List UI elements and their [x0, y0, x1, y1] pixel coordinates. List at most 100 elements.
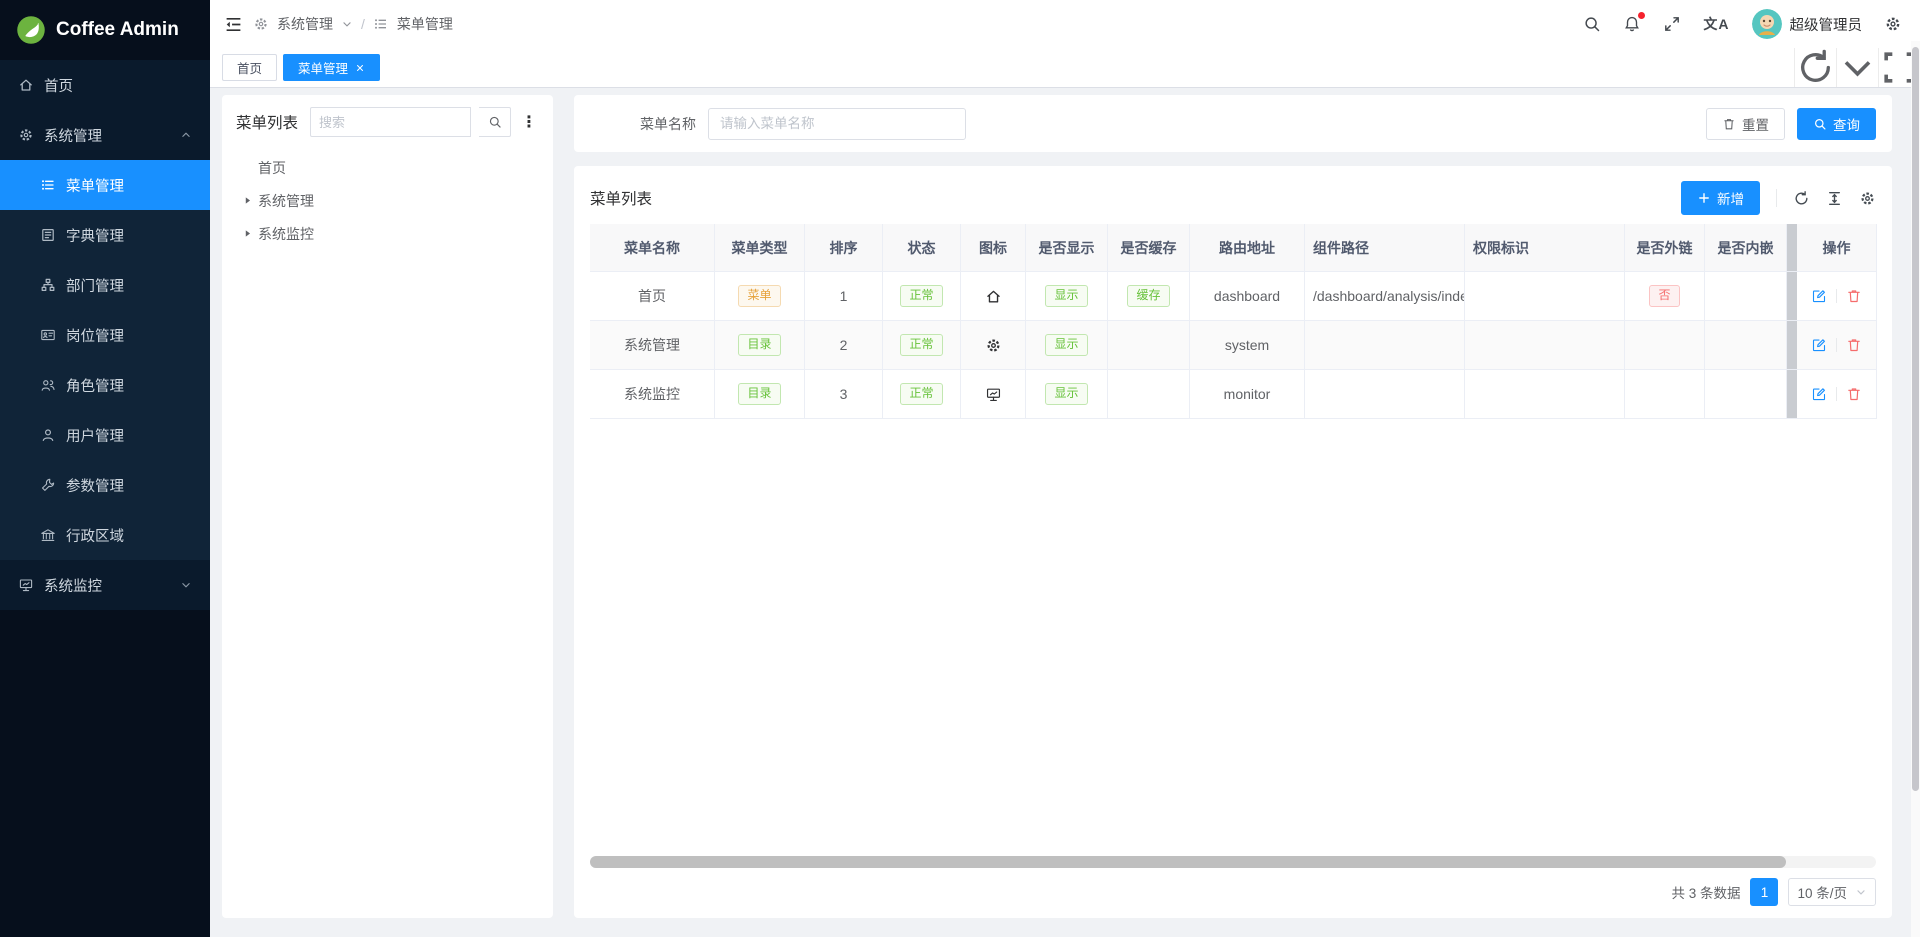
cell-permission — [1465, 272, 1625, 321]
table-scroll-gutter — [1787, 272, 1797, 321]
edit-icon[interactable] — [1811, 337, 1827, 353]
edit-icon[interactable] — [1811, 386, 1827, 402]
tree-search-button[interactable] — [479, 107, 511, 137]
expand-caret-icon[interactable] — [236, 228, 258, 239]
tab-菜单管理[interactable]: 菜单管理 — [283, 54, 381, 81]
cell-external — [1625, 370, 1705, 419]
page-scrollbar-thumb[interactable] — [1912, 47, 1919, 791]
delete-icon[interactable] — [1846, 386, 1862, 402]
tag-success: 正常 — [900, 285, 943, 307]
cell-ops — [1797, 272, 1877, 321]
plus-icon — [1697, 191, 1711, 205]
brand-name: Coffee Admin — [56, 19, 179, 40]
tag-success: 目录 — [738, 383, 781, 405]
expand-caret-icon[interactable] — [236, 195, 258, 206]
search-icon[interactable] — [1583, 15, 1601, 33]
pagination-page-1[interactable]: 1 — [1750, 878, 1779, 906]
tab-首页[interactable]: 首页 — [222, 54, 278, 81]
reset-button[interactable]: 重置 — [1706, 107, 1785, 140]
sidebar-item-部门管理[interactable]: 部门管理 — [0, 260, 210, 310]
column-header-status: 状态 — [883, 224, 961, 272]
menu-fold-icon[interactable] — [224, 15, 243, 34]
bank-icon — [40, 527, 56, 543]
tag-success: 目录 — [738, 334, 781, 356]
main-area: 系统管理 / 菜单管理 文A 超级管理员 — [210, 0, 1920, 937]
tree-search-input[interactable] — [310, 107, 471, 137]
cell-name: 系统管理 — [590, 321, 715, 370]
sidebar-item-字典管理[interactable]: 字典管理 — [0, 210, 210, 260]
tree-node-系统管理[interactable]: 系统管理 — [236, 184, 539, 217]
cell-embedded — [1705, 370, 1787, 419]
filter-label: 菜单名称 — [640, 115, 696, 132]
username: 超级管理员 — [1789, 17, 1863, 34]
tag-success: 显示 — [1045, 334, 1088, 356]
menu-tree: 首页 系统管理 系统监控 — [236, 151, 539, 250]
kebab-menu-icon[interactable]: ⋮ — [521, 114, 537, 131]
right-column: 菜单名称 重置 查询 — [574, 95, 1892, 918]
cell-status: 正常 — [883, 272, 961, 321]
column-header-name: 菜单名称 — [590, 224, 715, 272]
tag-success: 显示 — [1045, 285, 1088, 307]
chevron-down-icon[interactable] — [341, 18, 353, 30]
cell-order: 1 — [805, 272, 883, 321]
refresh-icon[interactable] — [1793, 190, 1810, 207]
translate-icon[interactable]: 文A — [1703, 16, 1730, 32]
sidebar-item-角色管理[interactable]: 角色管理 — [0, 360, 210, 410]
sidebar-item-行政区域[interactable]: 行政区域 — [0, 510, 210, 560]
user-menu[interactable]: 超级管理员 — [1751, 9, 1863, 39]
org-icon — [40, 277, 56, 293]
cell-external — [1625, 321, 1705, 370]
add-button[interactable]: 新增 — [1681, 181, 1760, 215]
add-label: 新增 — [1717, 192, 1744, 207]
cell-visible: 显示 — [1026, 272, 1108, 321]
column-header-visible: 是否显示 — [1026, 224, 1108, 272]
cell-type: 目录 — [715, 321, 805, 370]
delete-icon[interactable] — [1846, 337, 1862, 353]
sidebar-item-系统监控[interactable]: 系统监控 — [0, 560, 210, 610]
query-button[interactable]: 查询 — [1797, 107, 1876, 140]
column-header-external: 是否外链 — [1625, 224, 1705, 272]
reset-label: 重置 — [1742, 117, 1769, 133]
breadcrumb-group[interactable]: 系统管理 — [277, 16, 333, 32]
cell-cache — [1108, 370, 1190, 419]
column-settings-icon[interactable] — [1859, 190, 1876, 207]
page-size-select[interactable]: 10 条/页 — [1788, 878, 1876, 906]
sidebar-item-参数管理[interactable]: 参数管理 — [0, 460, 210, 510]
tree-node-系统监控[interactable]: 系统监控 — [236, 217, 539, 250]
sidebar-item-label: 参数管理 — [66, 478, 124, 495]
sidebar-item-系统管理[interactable]: 系统管理 — [0, 110, 210, 160]
sidebar-item-岗位管理[interactable]: 岗位管理 — [0, 310, 210, 360]
cell-component — [1305, 321, 1465, 370]
page-scrollbar — [1911, 41, 1920, 937]
search-icon — [1813, 117, 1827, 131]
cell-name: 首页 — [590, 272, 715, 321]
sidebar-item-菜单管理[interactable]: 菜单管理 — [0, 160, 210, 210]
sidebar-item-首页[interactable]: 首页 — [0, 60, 210, 110]
sidebar-item-label: 系统管理 — [44, 128, 102, 145]
cell-external: 否 — [1625, 272, 1705, 321]
cell-ops — [1797, 321, 1877, 370]
table-row: 首页 菜单 1 正常 显示 缓存 dashboard/dashboard/analysis/… — [590, 272, 1877, 321]
delete-icon[interactable] — [1846, 288, 1862, 304]
gear-icon — [18, 127, 34, 143]
table-header-row: 菜单名称 菜单类型 排序 状态 图标 是否显示 是否缓存 路由地址 组件路径 权限标识 是否外链 是否… — [590, 224, 1877, 272]
user-icon — [40, 427, 56, 443]
fullscreen-icon[interactable] — [1663, 15, 1681, 33]
chevron-down-icon[interactable] — [1836, 48, 1878, 87]
bell-icon[interactable] — [1623, 12, 1646, 33]
edit-icon[interactable] — [1811, 288, 1827, 304]
page-size-value: 10 条/页 — [1797, 886, 1847, 901]
close-icon[interactable] — [355, 63, 365, 73]
caret-right — [242, 195, 253, 206]
refresh-icon[interactable] — [1794, 48, 1836, 87]
horizontal-scrollbar-thumb[interactable] — [590, 856, 1786, 868]
tree-node-首页[interactable]: 首页 — [236, 151, 539, 184]
settings-icon[interactable] — [1884, 15, 1902, 33]
row-density-icon[interactable] — [1826, 190, 1843, 207]
sidebar-item-用户管理[interactable]: 用户管理 — [0, 410, 210, 460]
menu-name-input[interactable] — [708, 107, 966, 140]
home-icon — [985, 288, 1002, 305]
brand[interactable]: Coffee Admin — [0, 0, 210, 60]
tree-panel-title: 菜单列表 — [236, 115, 299, 132]
